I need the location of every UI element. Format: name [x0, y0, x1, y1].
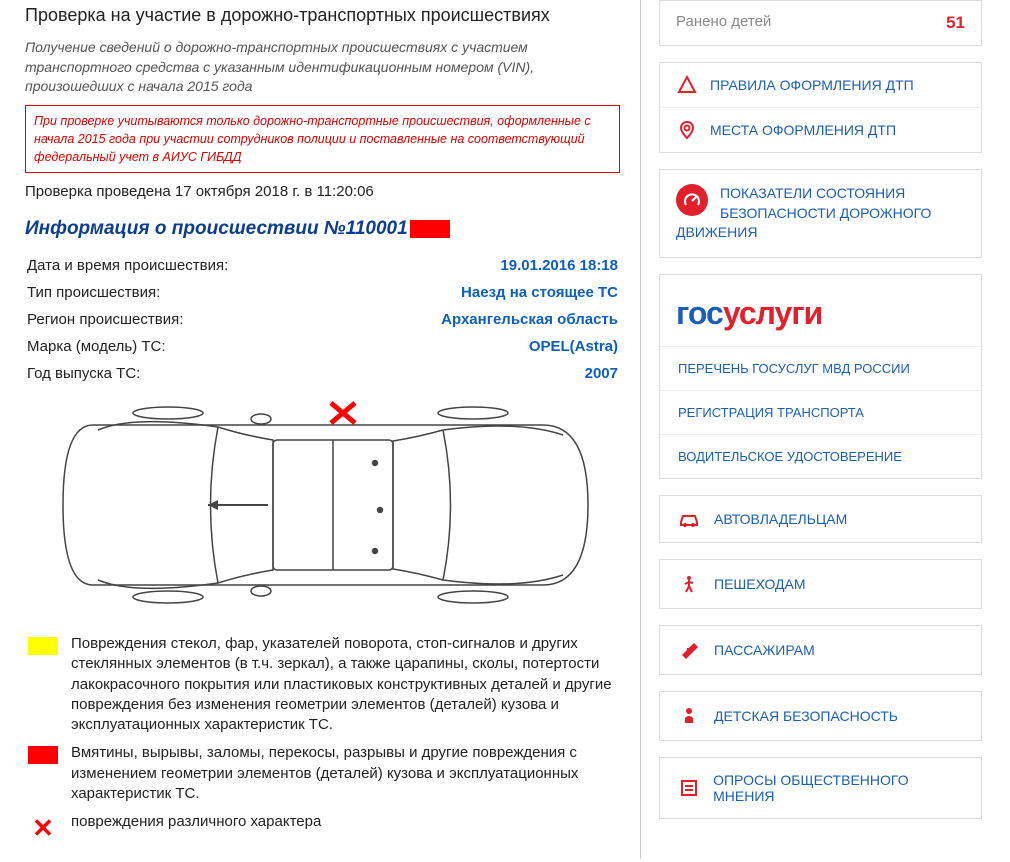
- child-icon: [676, 706, 702, 726]
- gos-link-reg[interactable]: РЕГИСТРАЦИЯ ТРАНСПОРТА: [660, 390, 981, 434]
- survey-icon: [676, 778, 701, 798]
- legend-yellow: Повреждения стекол, фар, указателей пово…: [25, 634, 620, 735]
- row-label: Год выпуска ТС:: [25, 360, 341, 387]
- speedometer-icon: [676, 184, 708, 216]
- link-places-label: МЕСТА ОФОРМЛЕНИЯ ДТП: [700, 122, 967, 138]
- warning-box: При проверке учитываются только дорожно-…: [25, 105, 620, 173]
- legend-x-icon: ✕: [25, 812, 61, 841]
- cat-passengers[interactable]: ПАССАЖИРАМ: [660, 626, 981, 674]
- car-diagram: [25, 395, 620, 619]
- link-indicators-label: ПОКАЗАТЕЛИ СОСТОЯНИЯ БЕЗОПАСНОСТИ ДОРОЖН…: [676, 185, 931, 240]
- incident-title-prefix: Информация о происшествии №: [25, 218, 346, 239]
- link-rules[interactable]: ПРАВИЛА ОФОРМЛЕНИЯ ДТП: [660, 63, 981, 107]
- page-subtitle: Получение сведений о дорожно-транспортны…: [25, 38, 620, 97]
- legend-swatch-red: [25, 743, 61, 804]
- gos-link-list[interactable]: ПЕРЕЧЕНЬ ГОСУСЛУГ МВД РОССИИ: [660, 346, 981, 390]
- table-row: Год выпуска ТС:2007: [25, 360, 620, 387]
- row-label: Регион происшествия:: [25, 306, 341, 333]
- stat-value: 51: [946, 13, 965, 33]
- car-svg: [43, 395, 603, 615]
- legend-x: ✕ повреждения различного характера: [25, 812, 620, 841]
- link-indicators[interactable]: ПОКАЗАТЕЛИ СОСТОЯНИЯ БЕЗОПАСНОСТИ ДОРОЖН…: [660, 170, 981, 257]
- table-row: Марка (модель) ТС:OPEL(Astra): [25, 333, 620, 360]
- legend-yellow-text: Повреждения стекол, фар, указателей пово…: [61, 634, 620, 735]
- link-places[interactable]: МЕСТА ОФОРМЛЕНИЯ ДТП: [660, 107, 981, 152]
- table-row: Дата и время происшествия:19.01.2016 18:…: [25, 252, 620, 279]
- pin-icon: [674, 120, 700, 140]
- row-label: Марка (модель) ТС:: [25, 333, 341, 360]
- row-value: Наезд на стоящее ТС: [341, 279, 620, 306]
- triangle-icon: [674, 75, 700, 95]
- redacted-block: [410, 220, 450, 238]
- row-label: Тип происшествия:: [25, 279, 341, 306]
- row-value: 2007: [341, 360, 620, 387]
- gosuslugi-logo-part1: гос: [676, 295, 723, 331]
- car-icon: [676, 510, 702, 528]
- incident-title: Информация о происшествии №110001: [25, 218, 620, 240]
- gos-link-license[interactable]: ВОДИТЕЛЬСКОЕ УДОСТОВЕРЕНИЕ: [660, 434, 981, 478]
- cat-owners-label: АВТОВЛАДЕЛЬЦАМ: [702, 511, 847, 527]
- row-value: Архангельская область: [341, 306, 620, 333]
- cat-surveys[interactable]: ОПРОСЫ ОБЩЕСТВЕННОГО МНЕНИЯ: [660, 758, 981, 818]
- legend-red-text: Вмятины, вырывы, заломы, перекосы, разры…: [61, 743, 620, 804]
- stat-label: Ранено детей: [676, 13, 771, 33]
- page-title: Проверка на участие в дорожно-транспортн…: [25, 5, 620, 26]
- table-row: Регион происшествия:Архангельская област…: [25, 306, 620, 333]
- legend-swatch-yellow: [25, 634, 61, 735]
- incident-info-table: Дата и время происшествия:19.01.2016 18:…: [25, 252, 620, 387]
- damage-x-icon: [331, 403, 355, 423]
- gosuslugi-logo: госуслуги: [660, 275, 981, 346]
- pedestrian-icon: [676, 574, 702, 594]
- table-row: Тип происшествия:Наезд на стоящее ТС: [25, 279, 620, 306]
- cat-child-safety[interactable]: ДЕТСКАЯ БЕЗОПАСНОСТЬ: [660, 692, 981, 740]
- cat-passengers-label: ПАССАЖИРАМ: [702, 642, 815, 658]
- cat-pedestrians[interactable]: ПЕШЕХОДАМ: [660, 560, 981, 608]
- link-rules-label: ПРАВИЛА ОФОРМЛЕНИЯ ДТП: [700, 77, 967, 93]
- stat-block: Ранено детей 51: [659, 0, 982, 46]
- cat-surveys-label: ОПРОСЫ ОБЩЕСТВЕННОГО МНЕНИЯ: [701, 772, 965, 804]
- cat-owners[interactable]: АВТОВЛАДЕЛЬЦАМ: [660, 496, 981, 542]
- legend-red: Вмятины, вырывы, заломы, перекосы, разры…: [25, 743, 620, 804]
- row-label: Дата и время происшествия:: [25, 252, 341, 279]
- seatbelt-icon: [676, 640, 702, 660]
- legend-x-text: повреждения различного характера: [61, 812, 321, 841]
- row-value: 19.01.2016 18:18: [341, 252, 620, 279]
- incident-number: 110001: [346, 218, 408, 239]
- row-value: OPEL(Astra): [341, 333, 620, 360]
- check-timestamp: Проверка проведена 17 октября 2018 г. в …: [25, 183, 620, 200]
- cat-child-safety-label: ДЕТСКАЯ БЕЗОПАСНОСТЬ: [702, 708, 898, 724]
- cat-pedestrians-label: ПЕШЕХОДАМ: [702, 576, 806, 592]
- gosuslugi-logo-part2: услуги: [723, 295, 823, 331]
